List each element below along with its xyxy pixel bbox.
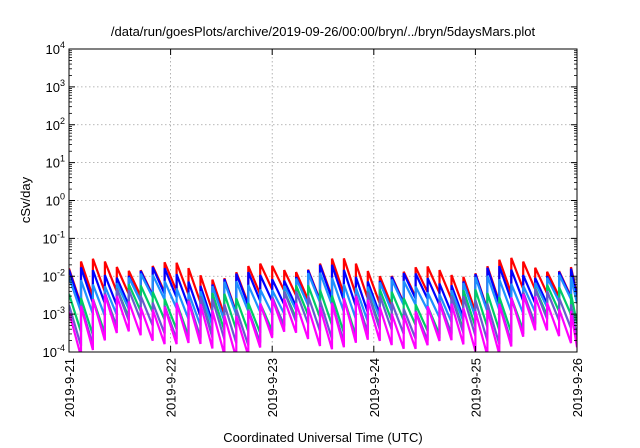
- y-tick-label: 100: [46, 192, 65, 209]
- y-tick-label: 10-2: [43, 267, 65, 284]
- x-tick-label: 2019-9-26: [570, 358, 585, 417]
- x-tick-label: 2019-9-22: [164, 358, 179, 417]
- series-line-1: [69, 264, 577, 323]
- series-line-5: [69, 293, 577, 352]
- series-line-4: [69, 288, 577, 347]
- x-tick-label: 2019-9-23: [265, 358, 280, 417]
- ticks: [68, 48, 578, 353]
- y-axis-label: cSv/day: [18, 176, 33, 223]
- x-tick-label: 2019-9-24: [367, 358, 382, 417]
- x-tick-label: 2019-9-25: [468, 358, 483, 417]
- y-tick-label: 102: [46, 116, 65, 133]
- x-tick-label: 2019-9-21: [62, 358, 77, 417]
- x-tick-labels: 2019-9-21 2019-9-22 2019-9-23 2019-9-24 2019…: [62, 358, 585, 417]
- y-tick-label: 10-1: [43, 229, 65, 246]
- series-layer: [69, 257, 577, 352]
- y-tick-label: 10-4: [43, 343, 65, 360]
- series-line-2: [69, 272, 577, 327]
- y-tick-label: 10-3: [43, 305, 65, 322]
- chart-title: /data/run/goesPlots/archive/2019-09-26/0…: [111, 24, 536, 39]
- x-axis-label: Coordinated Universal Time (UTC): [223, 430, 422, 445]
- series-line-3: [69, 283, 577, 338]
- y-tick-label: 101: [46, 154, 65, 171]
- y-tick-labels: 10-4 10-3 10-2 10-1 100 101 102 103 104: [43, 40, 65, 360]
- y-tick-label: 103: [46, 78, 65, 95]
- y-tick-label: 104: [46, 40, 65, 57]
